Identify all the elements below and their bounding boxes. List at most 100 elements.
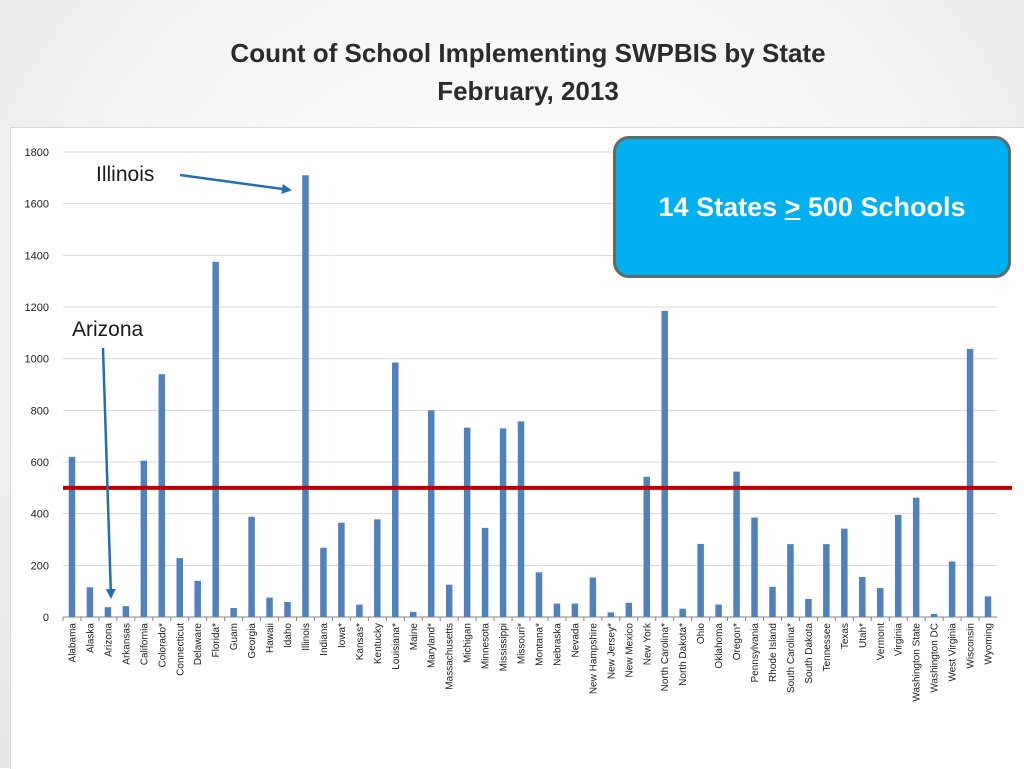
x-tick-label: Maine: [409, 623, 420, 651]
bar: [571, 603, 579, 617]
bar: [733, 471, 740, 617]
x-tick-label: Washington State: [912, 623, 923, 702]
x-tick-label: Maryland*: [427, 623, 438, 668]
x-tick-label: Louisiana*: [391, 623, 402, 670]
x-tick-label: Missouri*: [517, 623, 528, 664]
x-tick-label: Mississippi: [499, 623, 510, 671]
bar: [966, 348, 974, 617]
bar: [823, 544, 830, 617]
bar: [877, 588, 884, 617]
x-tick-label: Illinois: [301, 623, 312, 651]
x-tick-label: Washington DC: [930, 623, 941, 693]
bar: [535, 572, 543, 617]
bar: [625, 602, 633, 617]
x-tick-label: Pennsylvania: [750, 623, 761, 683]
bar: [697, 543, 704, 617]
x-tick-label: Delaware: [193, 623, 204, 666]
x-tick-label: Minnesota: [481, 623, 492, 670]
bar: [410, 611, 417, 617]
x-tick-label: New Jersey*: [606, 623, 617, 679]
x-tick-label: Montana*: [534, 623, 545, 666]
bar: [266, 597, 273, 617]
bar: [481, 527, 489, 617]
bar: [984, 596, 992, 617]
title-line-2: February, 2013: [437, 76, 619, 106]
bar: [643, 476, 650, 617]
illinois-annotation: Illinois: [96, 163, 155, 186]
bar: [230, 607, 237, 617]
arizona-annotation: Arizona: [72, 318, 144, 341]
bar: [589, 577, 597, 617]
bar: [194, 580, 201, 617]
x-tick-label: Kentucky: [373, 623, 384, 664]
x-tick-label: Hawaii: [265, 623, 276, 653]
x-tick-label: Wisconsin: [966, 623, 977, 669]
bar: [948, 561, 956, 617]
bar: [122, 606, 130, 617]
y-tick-label: 1400: [25, 250, 49, 262]
y-tick-label: 0: [43, 612, 49, 624]
bar: [841, 528, 848, 617]
bar: [805, 598, 812, 617]
y-tick-label: 1600: [25, 199, 49, 211]
x-tick-label: Oregon*: [732, 623, 743, 660]
x-tick-label: Oklahoma: [714, 623, 725, 669]
bar: [68, 456, 76, 617]
x-tick-label: Guam: [229, 623, 240, 650]
bar: [320, 547, 327, 617]
y-tick-label: 600: [31, 457, 49, 469]
bar: [158, 374, 166, 617]
x-tick-label: North Carolina*: [660, 623, 671, 691]
x-tick-label: New Hampshire: [588, 623, 599, 695]
bar: [751, 517, 758, 617]
x-tick-label: Texas: [840, 623, 851, 649]
x-tick-label: Rhode Island: [768, 623, 779, 682]
x-tick-label: Kansas*: [355, 623, 366, 660]
x-tick-label: Tennessee: [822, 623, 833, 672]
y-tick-label: 1200: [25, 302, 49, 314]
y-tick-label: 1800: [25, 147, 49, 159]
x-tick-label: Indiana: [319, 623, 330, 656]
x-tick-label: Utah*: [858, 623, 869, 648]
x-tick-label: Nevada: [570, 623, 581, 658]
x-tick-label: North Dakota*: [678, 623, 689, 686]
bar: [787, 544, 794, 617]
bar: [284, 602, 291, 617]
x-tick-label: Wyoming: [984, 623, 995, 665]
x-tick-label: New Mexico: [624, 623, 635, 678]
bar: [427, 410, 435, 617]
bar: [463, 427, 471, 617]
y-tick-label: 400: [31, 509, 49, 521]
bar: [338, 522, 345, 617]
x-tick-label: South Dakota: [804, 623, 815, 684]
bar: [607, 612, 615, 617]
x-tick-label: Connecticut: [175, 623, 186, 676]
title-line-1: Count of School Implementing SWPBIS by S…: [230, 38, 826, 68]
x-tick-label: South Carolina*: [786, 623, 797, 693]
bar: [661, 310, 668, 617]
bar: [176, 558, 183, 617]
x-tick-label: Arkansas: [121, 623, 132, 665]
bar: [248, 516, 255, 617]
callout-suffix: 500 Schools: [800, 191, 966, 222]
y-tick-label: 800: [31, 405, 49, 417]
x-tick-label: Massachusetts: [445, 623, 456, 690]
bar: [140, 460, 148, 617]
arizona-arrow: [101, 347, 116, 599]
bar: [104, 607, 112, 617]
y-tick-label: 200: [31, 560, 49, 572]
x-tick-label: New York: [642, 622, 653, 665]
x-tick-label: Ohio: [696, 623, 707, 645]
x-tick-label: Colorado*: [157, 623, 168, 668]
x-tick-label: Nebraska: [552, 623, 563, 666]
x-tick-label: California: [139, 623, 150, 666]
callout-box: 14 States > 500 Schools: [613, 136, 1011, 278]
bar: [894, 514, 902, 617]
x-tick-label: Idaho: [283, 623, 294, 648]
bar: [499, 428, 507, 617]
bar: [553, 603, 561, 617]
callout-symbol: >: [784, 191, 801, 222]
bar: [859, 576, 866, 617]
bar: [356, 604, 363, 617]
